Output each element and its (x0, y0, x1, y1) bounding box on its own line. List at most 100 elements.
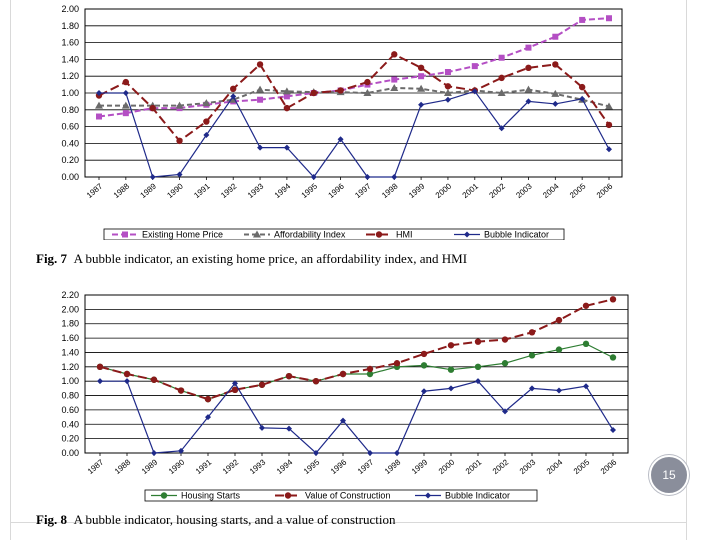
fig8-legend-marker-1 (284, 492, 292, 499)
fig7-series-3-point (230, 93, 237, 100)
fig8-series-1-point (285, 372, 293, 380)
fig8-series-1-point (555, 316, 563, 324)
fig7-series-2-point (525, 64, 532, 72)
slide-bottom-border (10, 522, 687, 523)
fig8-ytick-label: 2.20 (61, 290, 79, 300)
fig8-ytick-label: 0.80 (61, 391, 79, 401)
fig7-ytick-label: 0.80 (61, 105, 79, 115)
fig7-series-0-point (283, 93, 290, 100)
fig7-series-3-point (552, 100, 559, 107)
fig7-legend-marker-0 (122, 231, 128, 238)
fig8-ytick-label: 1.20 (61, 362, 79, 372)
fig8-series-2-point (556, 387, 562, 394)
fig7-xtick-label: 1990 (165, 181, 185, 200)
fig8-series-0-point (609, 354, 617, 361)
fig7-series-3-point (471, 88, 478, 95)
fig8-series-1-point (501, 336, 509, 343)
fig8-chart: 0.00 0.20 0.40 0.60 0.80 1.00 1.20 1.40 1.60 1.80… (61, 290, 629, 502)
page-number-badge: 15 (649, 455, 689, 495)
fig8-xtick-label: 2006 (599, 457, 619, 476)
fig8-legend-label-0: Housing Starts (181, 491, 241, 501)
fig7-series-3-point (606, 146, 612, 153)
fig7-series-1-line (99, 86, 610, 108)
fig8-series-1-point (528, 329, 536, 336)
fig7-series-2-point (498, 74, 505, 82)
fig7-series-3-point (525, 98, 532, 105)
fig7-series-2-point (417, 64, 425, 72)
fig7-ytick-label: 1.80 (61, 21, 79, 31)
fig7-ytick-label: 1.20 (61, 71, 79, 81)
fig8-ytick-label: 1.60 (61, 333, 79, 343)
fig8-series-2-point (367, 450, 373, 456)
fig8-series-1-line (99, 298, 614, 401)
fig7-legend-label-0: Existing Home Price (142, 230, 223, 240)
fig7-series-2-point (552, 61, 559, 68)
fig7-ytick-label: 1.40 (61, 54, 79, 64)
fig7-legend-label-1: Affordability Index (274, 230, 346, 240)
fig7-xtick-label: 2005 (568, 181, 588, 200)
fig7-series-1-point (551, 89, 560, 97)
fig8-caption: Fig. 8 A bubble indicator, housing start… (36, 512, 395, 528)
fig8-ytick-label: 1.80 (61, 319, 79, 329)
fig7-series-3-point (149, 174, 156, 180)
fig7-xtick-label: 2000 (434, 181, 454, 200)
fig7-series-1-point (390, 83, 399, 91)
fig8-series-0-point (366, 370, 374, 378)
fig7-series-2-point (283, 104, 291, 112)
fig8-xtick-label: 1998 (383, 457, 403, 476)
fig7-series-1-point (202, 99, 211, 107)
fig8-series-2-point (583, 383, 589, 390)
fig7-xtick-label: 2003 (514, 181, 534, 200)
fig7-series-1-point (282, 87, 291, 95)
fig8-series-2-point (394, 450, 400, 456)
fig8-series-2-point (178, 447, 184, 454)
fig7-series-2-point (256, 61, 264, 68)
fig7-series-0-point (552, 33, 559, 40)
fig7-legend-marker-2 (375, 231, 383, 238)
fig7-series-1-point (175, 101, 184, 109)
fig7-series-0-point (418, 73, 425, 80)
fig7-series-2-point (578, 83, 586, 91)
fig7-series-3-point (203, 132, 210, 138)
fig8-series-2-point (232, 380, 238, 387)
fig8-series-0-point (447, 366, 455, 373)
fig8-series-1-point (474, 338, 482, 345)
fig7-series-2-point (364, 78, 371, 86)
fig7-xtick-label: 1995 (300, 181, 320, 200)
fig7-xtick-label: 1998 (380, 181, 400, 200)
fig7-series-3-point (337, 136, 344, 143)
fig8-xtick-label: 1999 (410, 457, 430, 476)
fig7-legend-label-3: Bubble Indicator (484, 230, 549, 240)
fig7-ytick-label: 0.60 (61, 122, 79, 132)
slide-left-border (10, 0, 11, 540)
fig7-series-0-point (579, 16, 586, 23)
fig7-series-3-point (283, 144, 290, 151)
fig8-series-0-line (99, 343, 614, 400)
fig7-series-1-point (524, 85, 533, 93)
fig7-series-3-point (176, 171, 183, 178)
fig7-xtick-label: 2006 (595, 181, 615, 200)
fig7-legend-marker-1 (253, 230, 261, 238)
fig7-series-1-point (497, 89, 506, 96)
fig7-series-0-point (444, 69, 451, 75)
fig7-chart: 0.00 0.20 0.40 0.60 0.80 1.00 1.20 1.40 1.60 1.80… (61, 4, 623, 240)
fig7-series-0-point (498, 54, 505, 61)
fig8-xtick-label: 1987 (86, 457, 106, 476)
fig8-series-0-point (528, 352, 536, 359)
fig8-xtick-label: 2004 (545, 457, 565, 476)
fig8-series-1-point (150, 376, 158, 383)
fig8-xtick-label: 1995 (302, 457, 322, 476)
fig7-series-0-point (122, 110, 129, 117)
fig8-caption-text: A bubble indicator, housing starts, and … (73, 512, 396, 527)
fig8-series-1-point (123, 370, 131, 378)
fig7-series-2-point (203, 118, 210, 125)
fig7-series-1-point (256, 85, 265, 93)
fig8-series-1-point (420, 350, 428, 358)
fig8-xtick-label: 1988 (113, 457, 133, 476)
fig8-legend-label-1: Value of Construction (305, 491, 390, 501)
fig7-series-2-point (122, 78, 130, 86)
fig7-series-2-point (176, 137, 183, 145)
fig7-series-3-point (444, 96, 451, 103)
fig8-series-1-point (582, 302, 590, 309)
fig8-xtick-label: 1997 (356, 457, 376, 476)
